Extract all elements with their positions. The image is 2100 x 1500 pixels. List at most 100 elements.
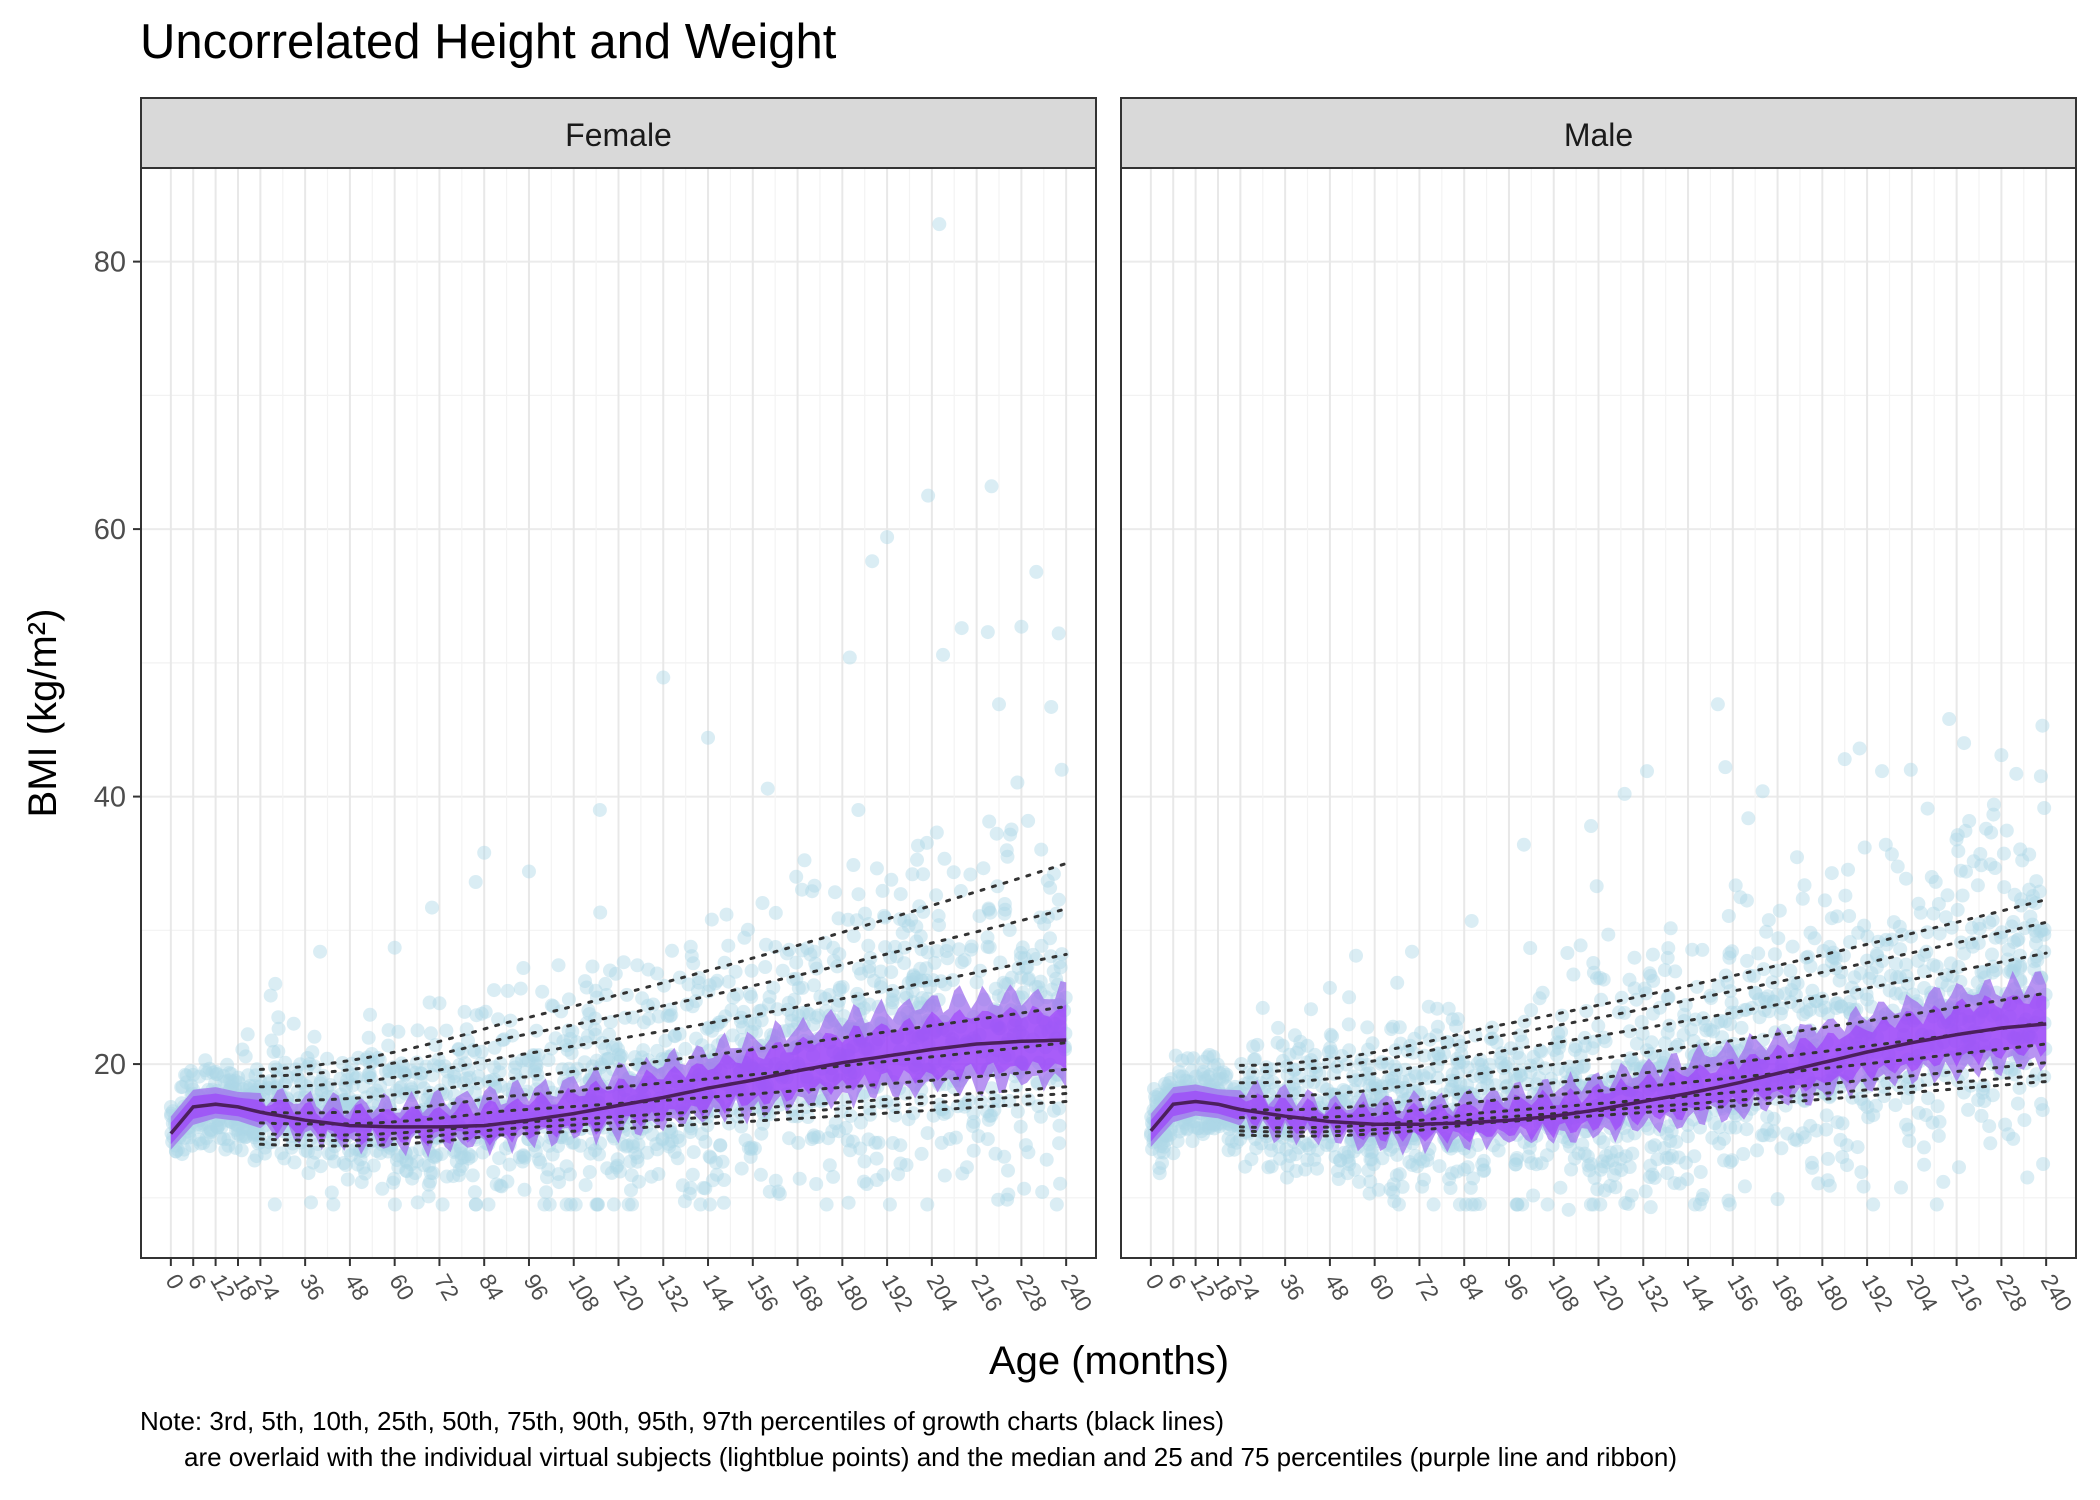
subject-point — [1197, 1071, 1212, 1086]
subject-point — [1949, 832, 1964, 847]
subject-point — [1899, 957, 1914, 972]
subject-point — [239, 1129, 253, 1144]
x-tick-label: 132 — [653, 1270, 695, 1316]
subject-point — [1238, 1159, 1253, 1174]
subject-point — [1554, 1024, 1569, 1039]
subject-point — [728, 964, 743, 979]
subject-point — [998, 902, 1013, 917]
subject-point — [1384, 1071, 1399, 1086]
subject-point — [224, 1067, 239, 1081]
subject-point — [1209, 1072, 1224, 1087]
subject-point — [382, 1064, 397, 1079]
subject-point — [456, 1076, 471, 1091]
subject-point — [2020, 1170, 2035, 1185]
subject-point — [1660, 1025, 1675, 1040]
subject-point — [1479, 1071, 1494, 1086]
subject-point — [630, 1154, 645, 1169]
subject-point — [583, 1146, 598, 1161]
subject-point — [846, 929, 861, 943]
subject-point — [651, 1009, 666, 1024]
subject-point — [1040, 909, 1055, 924]
subject-point — [1767, 947, 1782, 962]
x-tick-label: 204 — [922, 1270, 964, 1316]
subject-point — [2010, 933, 2025, 948]
subject-point — [914, 1146, 929, 1161]
subject-point — [709, 1167, 724, 1182]
x-tick-label: 120 — [608, 1270, 650, 1316]
subject-point — [651, 1167, 666, 1181]
subject-point — [361, 1067, 376, 1081]
subject-point — [955, 1166, 970, 1181]
subject-point — [1417, 1172, 1431, 1187]
subject-point — [1695, 1192, 1709, 1206]
subject-point — [744, 1140, 759, 1155]
subject-point — [1578, 1038, 1592, 1053]
subject-point — [231, 1070, 246, 1085]
subject-point — [1464, 1197, 1479, 1212]
subject-point — [857, 1174, 871, 1189]
subject-point — [786, 972, 801, 987]
subject-point — [196, 1136, 211, 1151]
subject-point — [1194, 1124, 1209, 1139]
subject-point — [579, 980, 594, 995]
subject-point — [399, 1155, 414, 1169]
subject-point — [665, 943, 679, 958]
subject-point — [1246, 1066, 1261, 1081]
subject-point — [726, 990, 741, 1005]
subject-point — [1261, 1160, 1276, 1175]
subject-point — [379, 1064, 393, 1079]
subject-point — [913, 961, 928, 976]
subject-point — [192, 1069, 207, 1084]
subject-point — [1931, 897, 1946, 911]
subject-point — [592, 802, 607, 817]
subject-point — [1755, 784, 1770, 799]
subject-point — [1628, 1061, 1643, 1076]
subject-point — [1723, 1155, 1738, 1169]
subject-point — [2001, 942, 2016, 957]
subject-point — [1568, 1042, 1582, 1057]
subject-point — [1275, 1038, 1290, 1053]
subject-point — [1763, 1128, 1778, 1143]
subject-point — [2025, 889, 2040, 903]
subject-point — [832, 983, 847, 998]
subject-point — [1717, 1131, 1731, 1146]
subject-point — [568, 1197, 583, 1212]
subject-point — [1638, 1184, 1653, 1199]
subject-point — [1031, 980, 1046, 995]
subject-point — [1852, 741, 1867, 756]
subject-point — [1894, 1180, 1908, 1195]
subject-point — [1337, 1145, 1352, 1160]
subject-point — [249, 1149, 264, 1164]
subject-point — [869, 861, 884, 876]
subject-point — [356, 1160, 371, 1175]
subject-point — [287, 1155, 302, 1170]
subject-point — [2037, 922, 2052, 937]
x-tick-label: 60 — [1364, 1270, 1399, 1305]
subject-point — [1202, 1116, 1217, 1131]
subject-point — [795, 980, 810, 995]
subject-point — [382, 1063, 397, 1078]
subject-point — [1601, 927, 1616, 942]
subject-point — [665, 1134, 679, 1149]
subject-point — [588, 1027, 603, 1042]
subject-point — [191, 1132, 206, 1147]
subject-point — [531, 1152, 546, 1167]
subject-point — [364, 1047, 379, 1061]
x-tick-label: 108 — [1543, 1270, 1585, 1316]
subject-point — [271, 1044, 286, 1059]
subject-point — [1002, 923, 1017, 937]
subject-point — [323, 1078, 338, 1092]
x-tick-label: 36 — [295, 1270, 330, 1305]
subject-point — [216, 1132, 231, 1147]
subject-point — [636, 1015, 651, 1030]
subject-point — [1000, 1192, 1015, 1207]
subject-point — [284, 1140, 299, 1155]
subject-point — [1202, 1048, 1217, 1062]
subject-point — [267, 1197, 282, 1212]
subject-point — [792, 1171, 807, 1186]
subject-point — [964, 942, 979, 957]
x-tick-label: 192 — [1857, 1270, 1899, 1316]
subject-point — [873, 964, 888, 979]
subject-point — [1994, 748, 2009, 763]
subject-point — [1822, 939, 1837, 954]
